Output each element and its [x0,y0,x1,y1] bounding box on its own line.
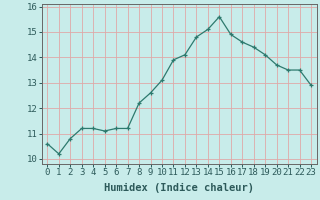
X-axis label: Humidex (Indice chaleur): Humidex (Indice chaleur) [104,183,254,193]
